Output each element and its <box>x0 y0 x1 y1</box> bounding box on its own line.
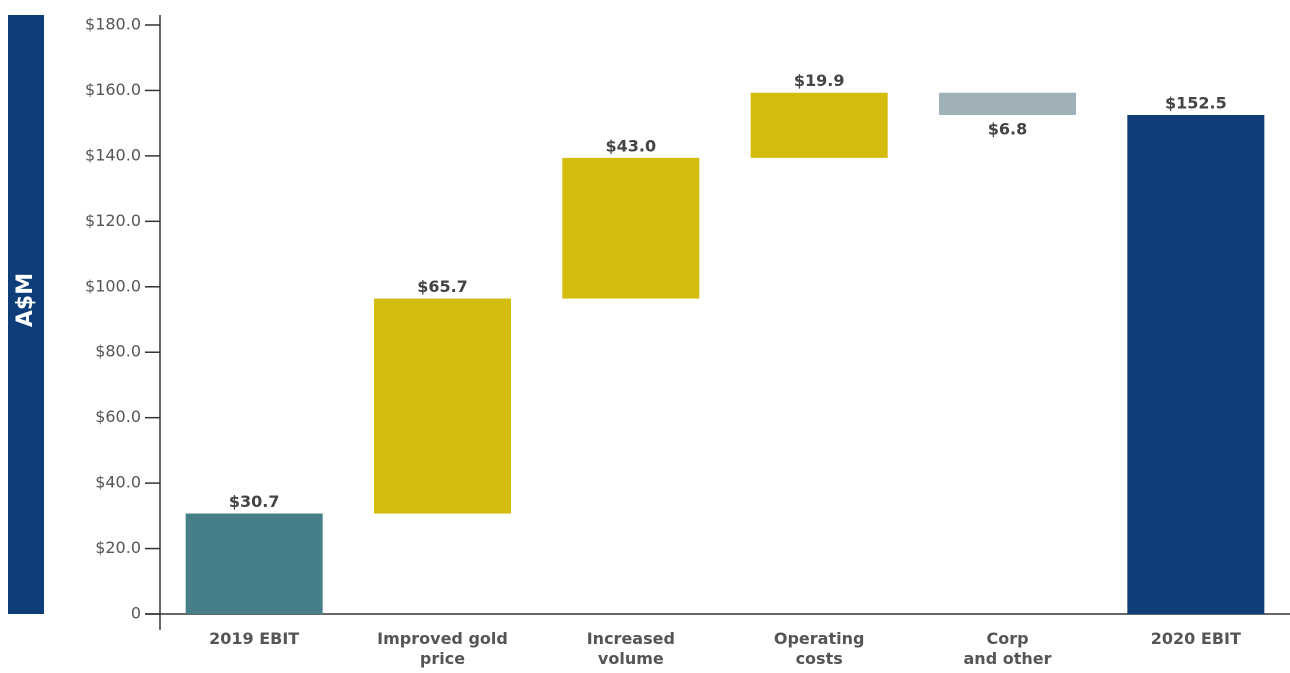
bar <box>751 93 888 158</box>
value-label: $65.7 <box>417 277 468 296</box>
y-tick-label: $60.0 <box>95 407 141 426</box>
bar <box>374 299 511 514</box>
y-tick-label: $180.0 <box>85 15 141 34</box>
x-tick-label: Operating costs <box>734 629 904 669</box>
x-tick-label: 2019 EBIT <box>169 629 339 649</box>
y-tick-label: $160.0 <box>85 80 141 99</box>
x-tick-label: Increased volume <box>546 629 716 669</box>
page: A$M 0 $20.0 $40.0 $60.0 $80.0 $100.0 $120.0 $14… <box>0 0 1290 673</box>
y-tick-label: 0 <box>131 604 141 623</box>
y-tick-label: $20.0 <box>95 538 141 557</box>
bar <box>186 514 323 614</box>
x-tick-label: Corp and other <box>923 629 1093 669</box>
chart: A$M 0 $20.0 $40.0 $60.0 $80.0 $100.0 $120.0 $14… <box>0 0 1290 673</box>
value-label: $43.0 <box>606 136 657 155</box>
y-tick-label: $80.0 <box>95 342 141 361</box>
bar <box>1127 115 1264 614</box>
x-tick-label: Improved gold price <box>358 629 528 669</box>
y-tick-label: $40.0 <box>95 473 141 492</box>
value-label: $19.9 <box>794 71 845 90</box>
y-tick-label: $120.0 <box>85 211 141 230</box>
value-label: $30.7 <box>229 492 280 511</box>
y-tick-label: $140.0 <box>85 145 141 164</box>
value-label: $6.8 <box>988 119 1027 138</box>
value-label: $152.5 <box>1165 93 1227 112</box>
bar <box>939 93 1076 115</box>
y-axis-title: A$M <box>13 273 38 327</box>
y-tick-label: $100.0 <box>85 276 141 295</box>
x-tick-label: 2020 EBIT <box>1111 629 1281 649</box>
bar <box>562 158 699 299</box>
